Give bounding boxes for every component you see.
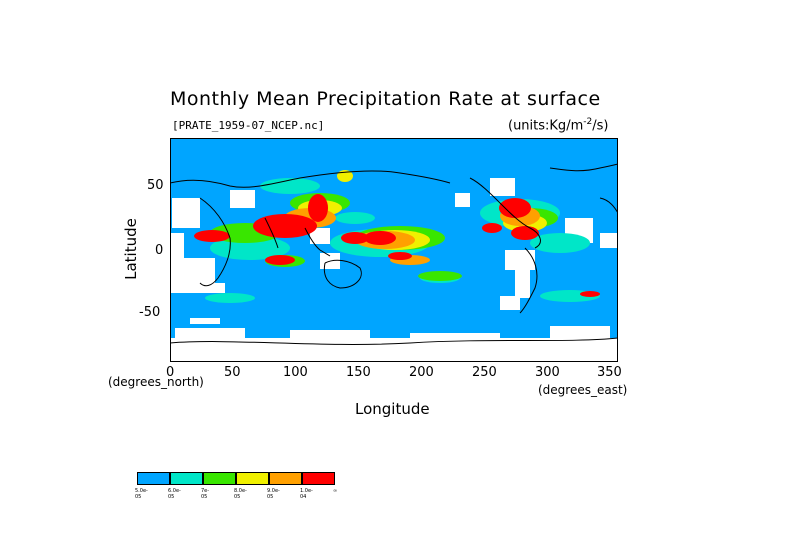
legend-label: 9.0e-05 xyxy=(267,488,280,500)
legend-swatch xyxy=(302,472,335,485)
x-tick-label: 100 xyxy=(283,365,308,380)
y-axis-label: Latitude xyxy=(122,218,140,280)
precipitation-map xyxy=(169,138,619,362)
y-tick-label: -50 xyxy=(139,305,161,320)
units-label: (units:Kg/m-2/s) xyxy=(508,117,609,134)
x-tick-label: 150 xyxy=(346,365,371,380)
legend-label: ∞ xyxy=(333,488,338,494)
x-tick-label: 50 xyxy=(224,365,241,380)
y-tick-label: 0 xyxy=(155,243,164,258)
x-tick-label: 300 xyxy=(535,365,560,380)
legend-label: 6.0e-05 xyxy=(168,488,181,500)
x-tick-label: 250 xyxy=(472,365,497,380)
x-units-label: (degrees_north) xyxy=(108,375,204,389)
legend-swatch xyxy=(170,472,203,485)
land-masks xyxy=(170,178,618,362)
file-label: [PRATE_1959-07_NCEP.nc] xyxy=(172,119,325,132)
map-frame xyxy=(170,138,618,362)
legend-swatch xyxy=(137,472,170,485)
legend-label: 8.0e-05 xyxy=(234,488,247,500)
x-axis-label: Longitude xyxy=(355,400,430,418)
legend-swatch xyxy=(269,472,302,485)
map-svg xyxy=(169,138,619,362)
legend-label: 5.0e-05 xyxy=(135,488,148,500)
y-units-label: (degrees_east) xyxy=(538,383,628,397)
x-tick-label: 350 xyxy=(597,365,622,380)
coastlines xyxy=(169,163,619,345)
x-tick-label: 0 xyxy=(166,365,175,380)
red-zones xyxy=(194,194,600,297)
x-tick-label: 200 xyxy=(409,365,434,380)
y-tick-label: 50 xyxy=(147,178,164,193)
legend-label: 7e-05 xyxy=(201,488,210,500)
legend-swatch xyxy=(236,472,269,485)
legend-label: 1.0e-04 xyxy=(300,488,313,500)
legend-swatch xyxy=(203,472,236,485)
chart-title: Monthly Mean Precipitation Rate at surfa… xyxy=(170,88,601,110)
